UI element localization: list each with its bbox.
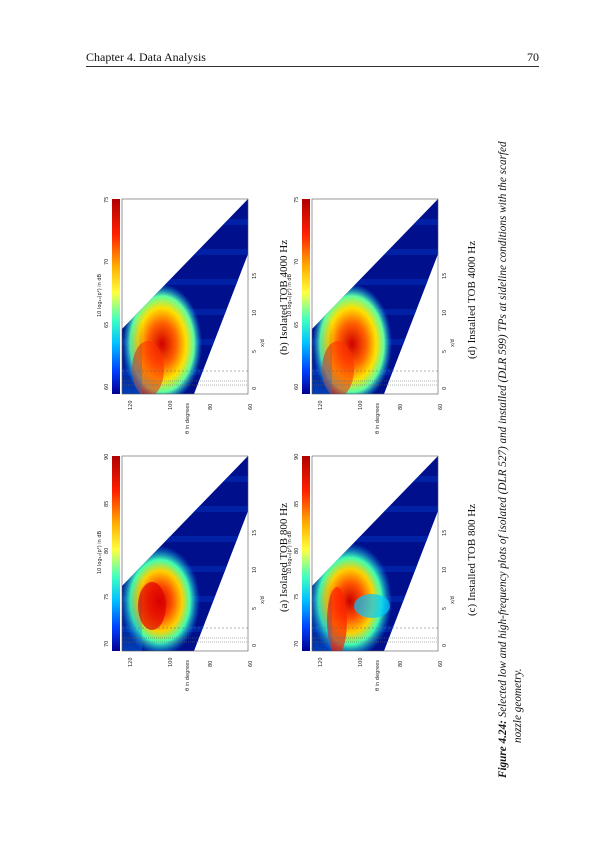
chapter-title: Chapter 4. Data Analysis: [86, 50, 206, 64]
x-tick: 10: [252, 309, 258, 316]
x-tick: 10: [442, 309, 448, 316]
colorbar-tick: 70: [294, 258, 300, 266]
colorbar-tick: 85: [104, 500, 110, 507]
colorbar-tick: 75: [294, 196, 300, 203]
colorbar-label: 10 log₁₀(p²) in dB: [287, 530, 293, 574]
colorbar-tick: 60: [294, 383, 300, 390]
subfigure-caption-d: (d) Installed TOB 4000 Hz: [466, 240, 478, 359]
colorbar-tick: 85: [294, 500, 300, 507]
x-tick: 10: [252, 566, 258, 573]
subfigure-caption-c: (c) Installed TOB 800 Hz: [466, 503, 478, 616]
x-tick: 0: [252, 643, 258, 647]
page-header: Chapter 4. Data Analysis 70: [86, 50, 539, 67]
y-tick: 120: [128, 657, 134, 667]
x-tick: 15: [442, 529, 448, 536]
y-tick: 120: [318, 657, 324, 667]
x-axis-label: x/d: [260, 595, 266, 604]
colorbar-tick: 65: [104, 321, 110, 328]
colorbar-label: 10 log₁₀(p²) in dB: [97, 273, 103, 317]
x-tick: 15: [252, 529, 258, 536]
y-axis-label: θ in degrees: [375, 660, 381, 691]
figure-caption: Figure 4.24: Selected low and high-frequ…: [496, 141, 526, 778]
y-tick: 100: [168, 657, 174, 667]
y-tick: 80: [208, 403, 214, 410]
y-tick: 120: [318, 400, 324, 410]
colorbar-tick: 60: [104, 383, 110, 390]
colorbar-c: [302, 456, 310, 651]
x-axis-label: x/d: [450, 338, 456, 347]
x-axis-label: x/d: [260, 338, 266, 347]
y-tick: 100: [358, 400, 364, 410]
x-tick: 5: [442, 349, 448, 353]
y-axis-label: θ in degrees: [185, 403, 191, 434]
colorbar-a: [112, 456, 120, 651]
x-axis-label: x/d: [450, 595, 456, 604]
contour-plot-b: [121, 198, 249, 395]
y-tick: 60: [248, 403, 254, 410]
x-tick: 15: [252, 272, 258, 279]
y-tick: 60: [438, 660, 444, 667]
x-tick: 10: [442, 566, 448, 573]
y-axis-label: θ in degrees: [185, 660, 191, 691]
y-tick: 60: [248, 660, 254, 667]
contour-plot-d: [311, 198, 439, 395]
contour-plot-a: [121, 455, 249, 652]
page-number: 70: [527, 50, 539, 64]
y-tick: 100: [168, 400, 174, 410]
colorbar-d: [302, 199, 310, 394]
caption-line-1: Selected low and high-frequency plots of…: [497, 141, 509, 721]
contour-plot-c: [311, 455, 439, 652]
x-tick: 5: [442, 606, 448, 610]
x-tick: 0: [442, 386, 448, 390]
y-tick: 80: [398, 403, 404, 410]
colorbar-tick: 75: [104, 593, 110, 601]
caption-line-2: nozzle geometry.: [512, 668, 524, 743]
x-tick: 15: [442, 272, 448, 279]
colorbar-tick: 70: [294, 640, 300, 647]
x-tick: 5: [252, 606, 258, 610]
y-tick: 120: [128, 400, 134, 410]
x-tick: 5: [252, 349, 258, 353]
colorbar-tick: 80: [294, 547, 300, 554]
colorbar-tick: 75: [104, 196, 110, 203]
colorbar-tick: 80: [104, 547, 110, 554]
y-axis-label: θ in degrees: [375, 403, 381, 434]
x-tick: 0: [442, 643, 448, 647]
colorbar-tick: 75: [294, 593, 300, 601]
x-tick: 0: [252, 386, 258, 390]
colorbar-label: 10 log₁₀(p²) in dB: [97, 530, 103, 574]
figure-label: Figure 4.24:: [497, 720, 509, 778]
y-tick: 80: [208, 660, 214, 667]
y-tick: 60: [438, 403, 444, 410]
colorbar-tick: 90: [294, 453, 300, 460]
y-tick: 100: [358, 657, 364, 667]
colorbar-tick: 70: [104, 258, 110, 266]
colorbar-tick: 65: [294, 321, 300, 328]
colorbar-tick: 90: [104, 453, 110, 460]
y-tick: 80: [398, 660, 404, 667]
colorbar-tick: 70: [104, 640, 110, 647]
colorbar-b: [112, 199, 120, 394]
colorbar-label: 10 log₁₀(p²) in dB: [287, 273, 293, 317]
